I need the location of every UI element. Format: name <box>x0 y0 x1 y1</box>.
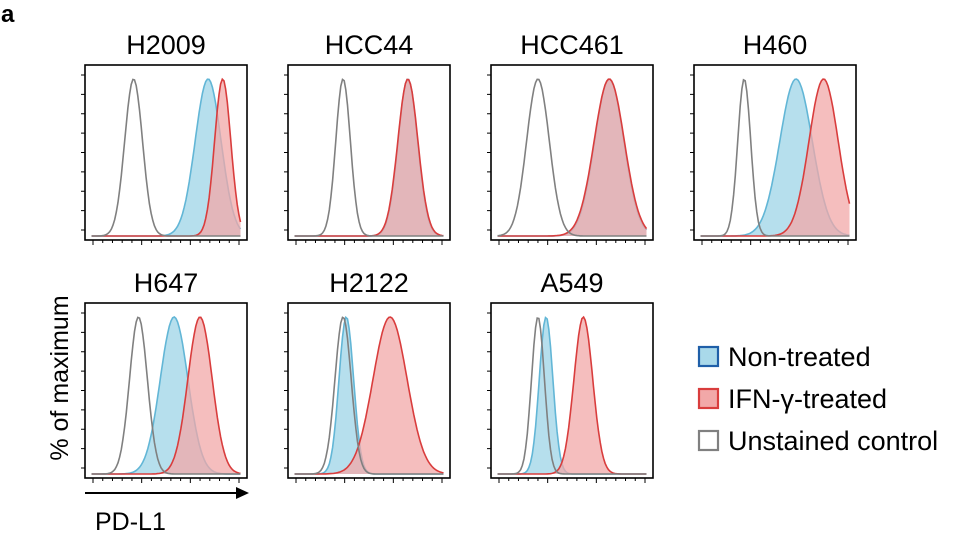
series-line-unstained-h460 <box>700 78 850 237</box>
histogram-panel-h2009: H2009 <box>81 30 248 245</box>
legend: Non-treated IFN-γ-treated Unstained cont… <box>697 342 938 456</box>
figure-label: a <box>1 1 15 28</box>
series-line-unstained-h2009 <box>91 78 241 237</box>
x-axis-label: PD-L1 <box>95 508 166 533</box>
legend-label-unstained: Unstained control <box>728 426 938 456</box>
panel-title-hcc44: HCC44 <box>325 30 414 60</box>
legend-swatch-unstained <box>697 429 720 452</box>
panel-title-hcc461: HCC461 <box>520 30 624 60</box>
series-area-ifn-hcc461 <box>497 79 647 236</box>
histogram-panel-a549: A549 <box>487 268 654 483</box>
histogram-panel-h2122: H2122 <box>284 268 451 483</box>
series-line-unstained-a549 <box>497 317 647 475</box>
series-line-ifn-h2122 <box>294 316 444 475</box>
series-area-non-treated-h2009 <box>91 79 241 236</box>
series-line-unstained-h647 <box>91 316 241 475</box>
legend-swatch-ifn-treated <box>697 387 720 410</box>
panel-title-a549: A549 <box>540 268 603 298</box>
legend-swatch-non-treated <box>697 345 720 368</box>
histogram-panel-hcc44: HCC44 <box>284 30 451 245</box>
series-line-unstained-h2122 <box>294 316 444 475</box>
histogram-panel-hcc461: HCC461 <box>487 30 654 245</box>
series-line-ifn-hcc461 <box>497 78 648 237</box>
series-area-ifn-h460 <box>700 79 850 236</box>
series-area-ifn-h2122 <box>294 317 444 474</box>
histogram-panel-h460: H460 <box>690 30 857 245</box>
series-area-ifn-hcc44 <box>294 79 444 236</box>
histogram-panel-h647: H647 <box>81 268 248 483</box>
series-line-unstained-hcc461 <box>497 78 647 237</box>
series-area-non-treated-h647 <box>91 317 241 474</box>
panels: H2009 HCC44 HCC461 H460 H647 H2122 A549 <box>81 30 857 483</box>
series-line-ifn-h647 <box>91 316 241 475</box>
legend-label-non-treated: Non-treated <box>728 342 871 372</box>
series-line-unstained-hcc44 <box>294 78 444 237</box>
panel-title-h647: H647 <box>134 268 199 298</box>
x-axis-arrow-head <box>236 487 249 499</box>
x-axis-arrow <box>85 487 249 499</box>
panel-title-h2122: H2122 <box>329 268 409 298</box>
panel-title-h2009: H2009 <box>126 30 206 60</box>
panel-title-h460: H460 <box>743 30 808 60</box>
y-axis-label: % of maximum <box>46 295 74 460</box>
series-area-ifn-a549 <box>497 317 647 474</box>
series-area-ifn-h647 <box>91 317 241 474</box>
legend-label-ifn-treated: IFN-γ-treated <box>728 384 887 414</box>
